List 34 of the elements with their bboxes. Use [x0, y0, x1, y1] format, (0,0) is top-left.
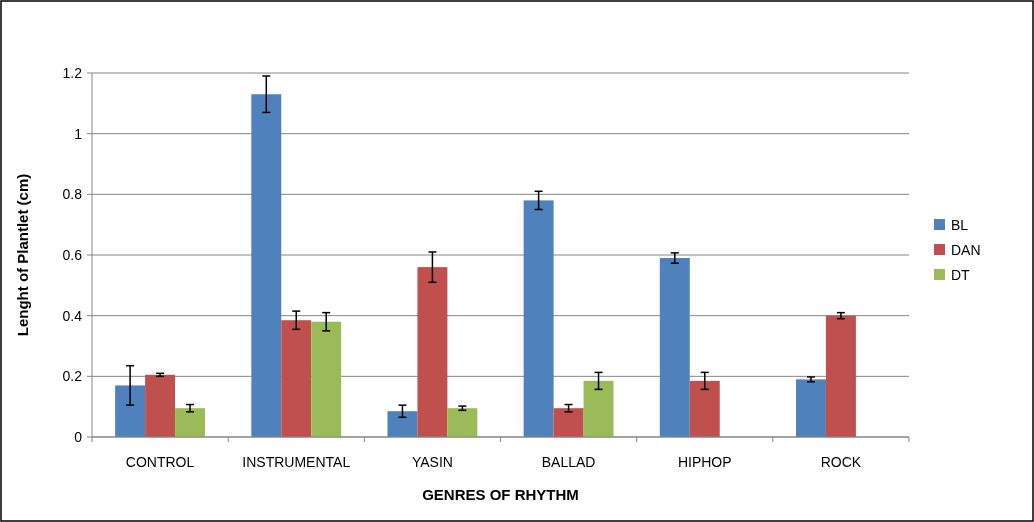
- bar: [281, 320, 312, 437]
- bar: [583, 380, 614, 437]
- y-tick-label: 0.6: [62, 246, 83, 263]
- x-tick-label: YASIN: [411, 454, 453, 470]
- bar: [795, 379, 826, 437]
- bar: [523, 200, 554, 437]
- legend-label: DT: [951, 266, 971, 283]
- legend-label: DAN: [951, 241, 981, 258]
- bar: [175, 408, 206, 437]
- y-tick-label: 1: [74, 125, 83, 142]
- bar: [311, 321, 342, 437]
- bar: [447, 408, 478, 437]
- bar: [825, 315, 856, 437]
- bar: [387, 411, 418, 437]
- bar: [689, 380, 720, 437]
- bar: [145, 374, 176, 437]
- bar: [659, 258, 690, 437]
- bar: [251, 94, 282, 437]
- x-tick-label: HIPHOP: [677, 454, 732, 470]
- y-tick-label: 0: [74, 428, 83, 445]
- y-tick-label: 1.2: [62, 64, 83, 81]
- legend-label: BL: [951, 216, 969, 233]
- y-axis-title: Lenght of Plantlet (cm): [14, 173, 31, 337]
- x-axis-title: GENRES OF RHYTHM: [422, 486, 579, 503]
- y-tick-label: 0.8: [62, 186, 83, 203]
- bar: [417, 267, 448, 437]
- x-tick-label: INSTRUMENTAL: [242, 454, 351, 470]
- x-tick-label: BALLAD: [541, 454, 596, 470]
- y-tick-label: 0.2: [62, 368, 83, 385]
- bar: [553, 408, 584, 437]
- x-tick-label: CONTROL: [125, 454, 195, 470]
- x-tick-label: ROCK: [820, 454, 862, 470]
- bar: [115, 385, 146, 437]
- y-tick-label: 0.4: [62, 307, 83, 324]
